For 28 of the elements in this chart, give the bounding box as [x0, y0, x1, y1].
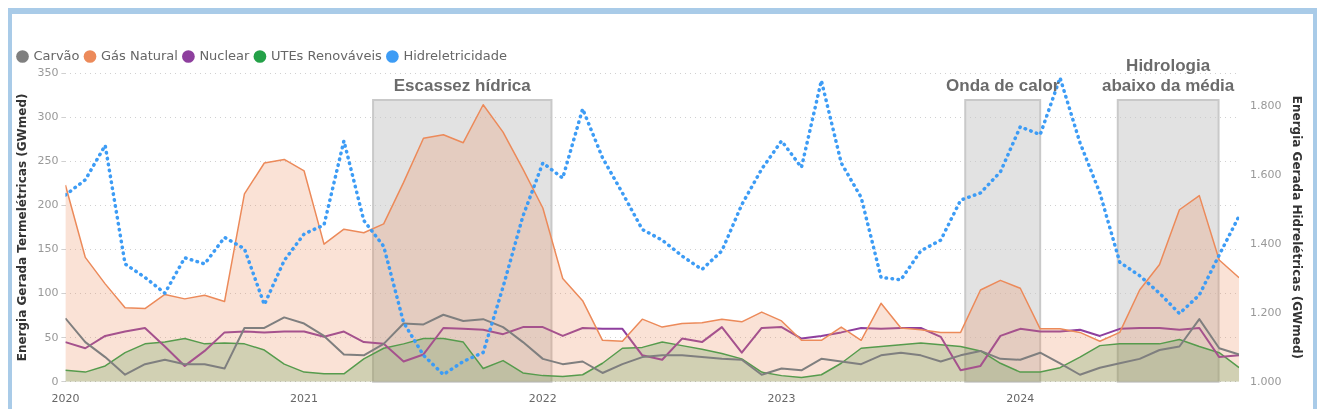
y2-tick-label: 1.400	[1250, 236, 1282, 250]
x-tick-label: 2021	[290, 392, 319, 406]
y-tick-label: 300	[37, 109, 59, 123]
x-tick-label: 2023	[767, 392, 796, 406]
y-tick-label: 150	[37, 242, 59, 256]
band-label: Onda de calor	[946, 76, 1060, 96]
y2-tick-label: 1.800	[1250, 98, 1282, 112]
legend-label: Hidreletricidade	[403, 47, 507, 63]
y-tick-label: 350	[37, 65, 59, 79]
band-label: Escassez hídrica	[393, 76, 532, 96]
legend-label: UTEs Renováveis	[270, 47, 383, 63]
y-tick-label: 100	[37, 286, 59, 300]
y2-tick-label: 1.200	[1250, 305, 1282, 319]
legend-label: Carvão	[33, 47, 80, 63]
y2-axis-title: Energia Gerada Hidrelétricas (GWmed)	[1289, 95, 1304, 360]
y2-tick-label: 1.000	[1250, 374, 1282, 388]
y-tick-label: 0	[51, 374, 59, 388]
y-tick-label: 250	[37, 154, 59, 168]
x-tick-label: 2020	[51, 392, 80, 406]
x-tick-label: 2022	[528, 392, 557, 406]
band-label: Hidrologia abaixo da média	[1102, 56, 1235, 96]
y-axis-title: Energia Gerada Termelétricas (GWmed)	[15, 93, 30, 362]
y-tick-label: 50	[44, 330, 59, 344]
x-tick-label: 2024	[1006, 392, 1035, 406]
legend-label: Nuclear	[199, 47, 251, 63]
y-tick-label: 200	[37, 198, 59, 212]
y2-tick-label: 1.600	[1250, 167, 1282, 181]
legend-label: Gás Natural	[101, 47, 178, 63]
